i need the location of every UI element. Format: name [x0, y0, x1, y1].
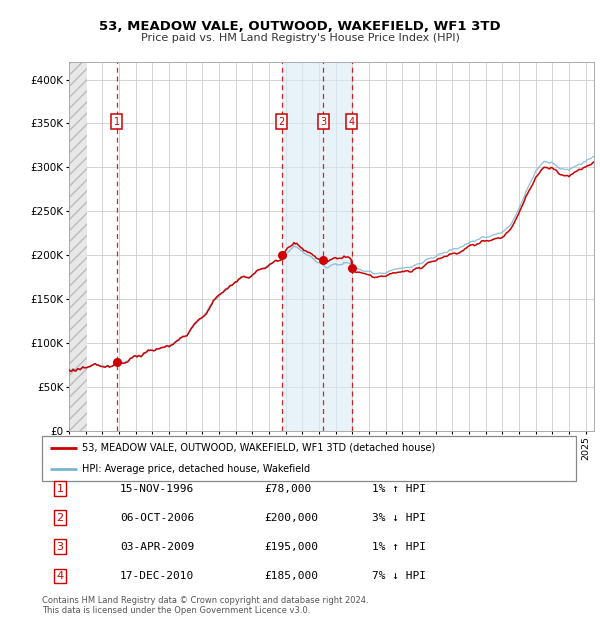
- Text: 1: 1: [114, 117, 120, 126]
- Text: Price paid vs. HM Land Registry's House Price Index (HPI): Price paid vs. HM Land Registry's House …: [140, 33, 460, 43]
- Text: 7% ↓ HPI: 7% ↓ HPI: [372, 571, 426, 581]
- Text: 06-OCT-2006: 06-OCT-2006: [120, 513, 194, 523]
- Text: £78,000: £78,000: [264, 484, 311, 494]
- Text: 2: 2: [278, 117, 285, 126]
- Text: 03-APR-2009: 03-APR-2009: [120, 542, 194, 552]
- Text: 1% ↑ HPI: 1% ↑ HPI: [372, 542, 426, 552]
- Text: £200,000: £200,000: [264, 513, 318, 523]
- Text: 17-DEC-2010: 17-DEC-2010: [120, 571, 194, 581]
- Text: 4: 4: [349, 117, 355, 126]
- Text: 53, MEADOW VALE, OUTWOOD, WAKEFIELD, WF1 3TD (detached house): 53, MEADOW VALE, OUTWOOD, WAKEFIELD, WF1…: [82, 443, 436, 453]
- Text: 3: 3: [320, 117, 326, 126]
- Text: £195,000: £195,000: [264, 542, 318, 552]
- Text: 1: 1: [56, 484, 64, 494]
- Text: 1% ↑ HPI: 1% ↑ HPI: [372, 484, 426, 494]
- Bar: [69, 62, 87, 431]
- Text: HPI: Average price, detached house, Wakefield: HPI: Average price, detached house, Wake…: [82, 464, 310, 474]
- Text: £185,000: £185,000: [264, 571, 318, 581]
- Text: 4: 4: [56, 571, 64, 581]
- Text: 15-NOV-1996: 15-NOV-1996: [120, 484, 194, 494]
- Text: Contains HM Land Registry data © Crown copyright and database right 2024.
This d: Contains HM Land Registry data © Crown c…: [42, 596, 368, 615]
- Text: 3: 3: [56, 542, 64, 552]
- Text: 2: 2: [56, 513, 64, 523]
- Text: 53, MEADOW VALE, OUTWOOD, WAKEFIELD, WF1 3TD: 53, MEADOW VALE, OUTWOOD, WAKEFIELD, WF1…: [99, 20, 501, 33]
- Text: 3% ↓ HPI: 3% ↓ HPI: [372, 513, 426, 523]
- Bar: [281, 62, 352, 431]
